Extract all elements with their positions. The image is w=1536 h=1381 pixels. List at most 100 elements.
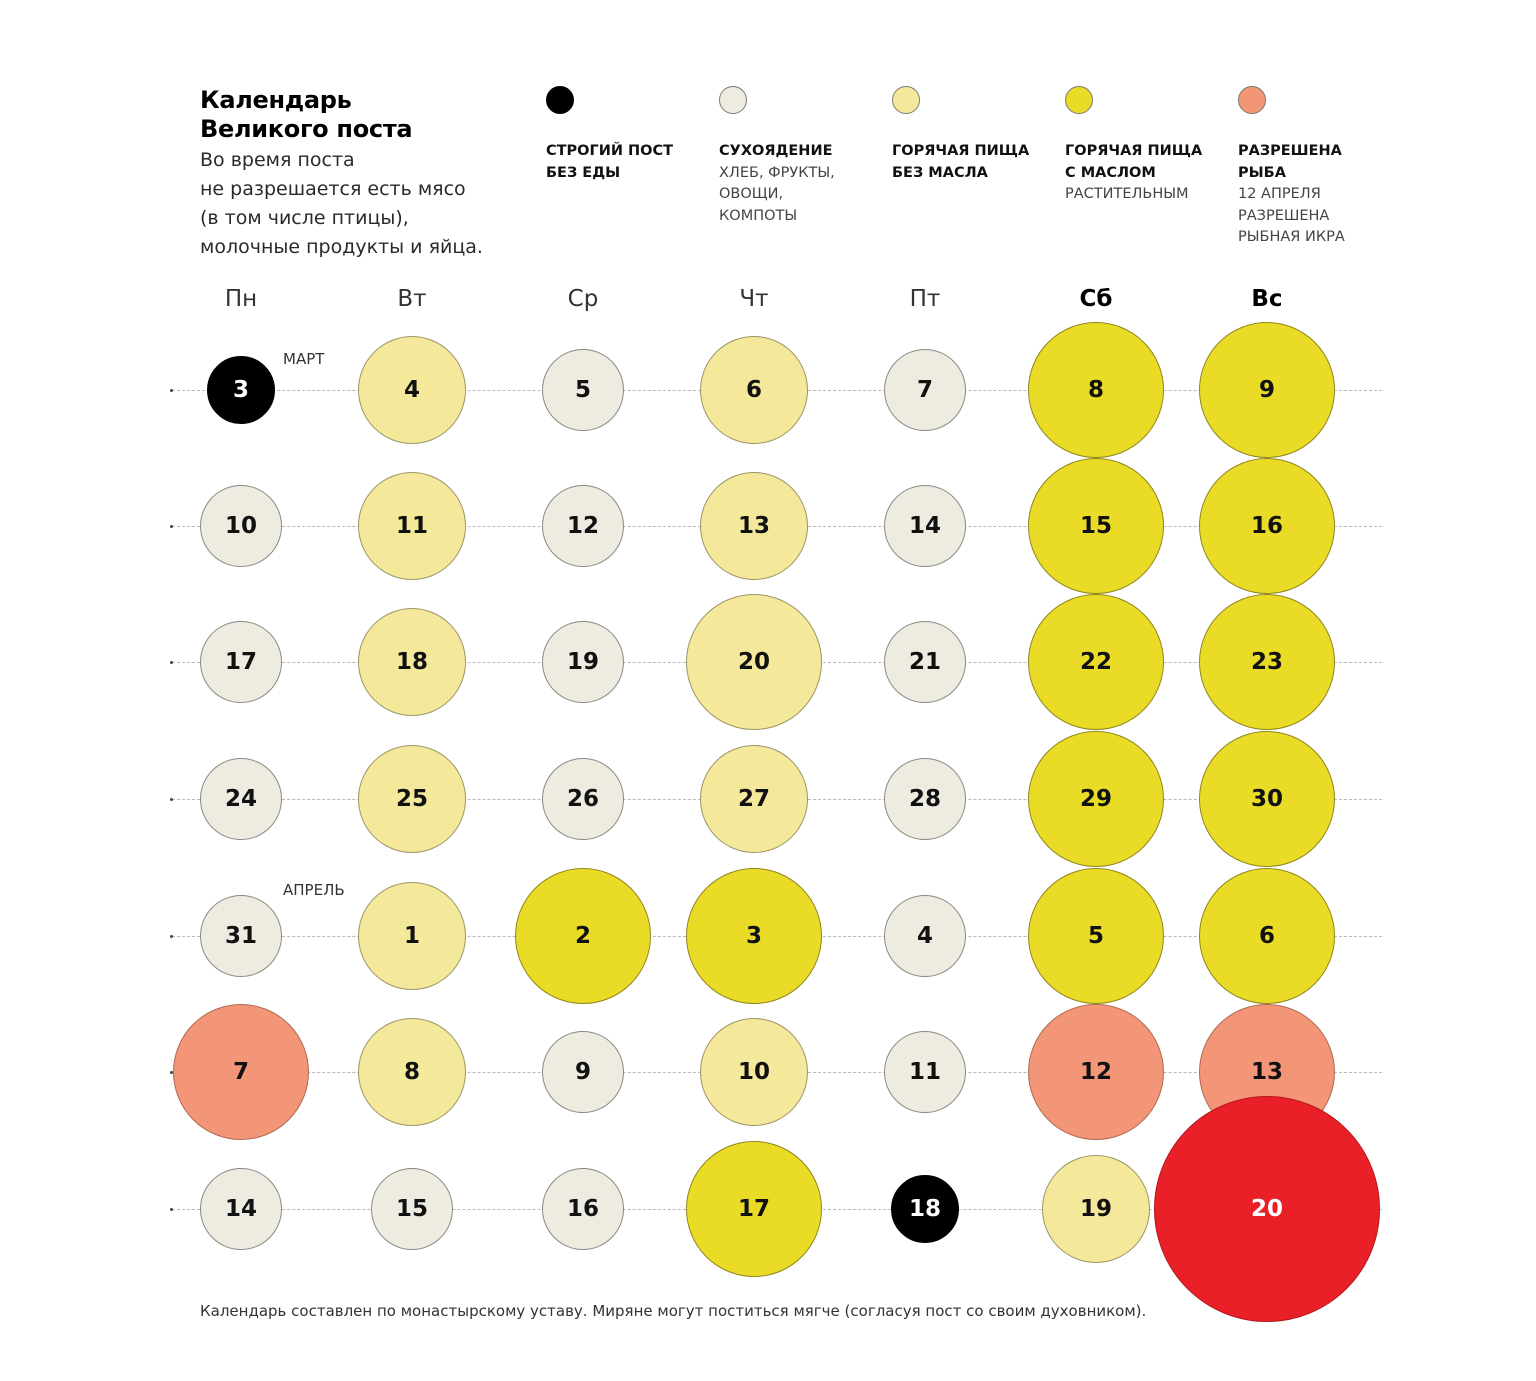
month-label-march: МАРТ — [283, 350, 325, 368]
day-circle-strict[interactable]: 18 — [891, 1175, 959, 1243]
legend-light-line: ОВОЩИ, — [719, 186, 784, 202]
weekday-label: Ср — [567, 286, 599, 312]
day-circle-dry[interactable]: 31 — [200, 895, 282, 977]
day-circle-dry[interactable]: 16 — [542, 1168, 624, 1250]
legend-bold-line: БЕЗ ЕДЫ — [546, 164, 621, 181]
day-circle-dry[interactable]: 24 — [200, 758, 282, 840]
day-circle-oil[interactable]: 2 — [515, 868, 651, 1004]
day-circle-dry[interactable]: 5 — [542, 349, 624, 431]
day-circle-hot[interactable]: 13 — [700, 472, 808, 580]
day-number: 24 — [224, 786, 257, 812]
row-guide-dot — [170, 661, 173, 664]
subtitle-line: молочные продукты и яйца. — [200, 236, 483, 258]
day-number: 28 — [908, 786, 941, 812]
day-circle-dry[interactable]: 14 — [200, 1168, 282, 1250]
day-circle-hot[interactable]: 10 — [700, 1018, 808, 1126]
day-circle-hot[interactable]: 11 — [358, 472, 466, 580]
day-circle-hot[interactable]: 19 — [1042, 1155, 1150, 1263]
day-number: 30 — [1250, 786, 1283, 812]
day-circle-dry[interactable]: 14 — [884, 485, 966, 567]
day-circle-dry[interactable]: 9 — [542, 1031, 624, 1113]
day-circle-dry[interactable]: 28 — [884, 758, 966, 840]
legend-light-line: 12 АПРЕЛЯ — [1238, 186, 1321, 202]
month-label-april: АПРЕЛЬ — [283, 881, 345, 899]
day-number: 31 — [224, 923, 257, 949]
day-circle-dry[interactable]: 17 — [200, 621, 282, 703]
day-circle-oil[interactable]: 15 — [1028, 458, 1164, 594]
day-circle-oil[interactable]: 6 — [1199, 868, 1335, 1004]
day-number: 6 — [745, 377, 762, 403]
legend-bold-line: БЕЗ МАСЛА — [892, 164, 988, 181]
day-circle-oil[interactable]: 29 — [1028, 731, 1164, 867]
day-circle-oil[interactable]: 22 — [1028, 594, 1164, 730]
day-number: 23 — [1250, 649, 1283, 675]
day-circle-oil[interactable]: 17 — [686, 1141, 822, 1277]
day-circle-dry[interactable]: 11 — [884, 1031, 966, 1113]
day-number: 16 — [566, 1196, 599, 1222]
day-number: 5 — [574, 377, 591, 403]
day-circle-hot[interactable]: 6 — [700, 336, 808, 444]
day-circle-dry[interactable]: 10 — [200, 485, 282, 567]
day-circle-strict[interactable]: 3 — [207, 356, 275, 424]
day-number: 10 — [737, 1059, 770, 1085]
day-circle-oil[interactable]: 30 — [1199, 731, 1335, 867]
subtitle-line: не разрешается есть мясо — [200, 178, 466, 200]
row-guide-dot — [170, 389, 173, 392]
day-circle-hot[interactable]: 20 — [686, 594, 822, 730]
day-circle-dry[interactable]: 26 — [542, 758, 624, 840]
day-circle-hot[interactable]: 8 — [358, 1018, 466, 1126]
day-circle-oil[interactable]: 16 — [1199, 458, 1335, 594]
day-circle-hot[interactable]: 1 — [358, 882, 466, 990]
day-number: 20 — [737, 649, 770, 675]
row-guide-dot — [170, 1208, 173, 1211]
day-circle-hot[interactable]: 4 — [358, 336, 466, 444]
day-number: 12 — [1079, 1059, 1112, 1085]
day-circle-oil[interactable]: 5 — [1028, 868, 1164, 1004]
day-circle-oil[interactable]: 9 — [1199, 322, 1335, 458]
day-number: 13 — [737, 513, 770, 539]
day-circle-oil[interactable]: 23 — [1199, 594, 1335, 730]
day-circle-oil[interactable]: 3 — [686, 868, 822, 1004]
day-circle-dry[interactable]: 4 — [884, 895, 966, 977]
day-number: 15 — [395, 1196, 428, 1222]
day-number: 20 — [1250, 1196, 1283, 1222]
legend-text-hot: ГОРЯЧАЯ ПИЩА БЕЗ МАСЛА — [892, 141, 1029, 184]
legend-swatch-strict — [546, 86, 574, 114]
legend-light-line: КОМПОТЫ — [719, 207, 798, 224]
weekday-label: Вс — [1251, 286, 1283, 312]
footer-note: Календарь составлен по монастырскому уст… — [200, 1302, 1147, 1320]
day-circle-easter[interactable]: 20 — [1154, 1096, 1380, 1322]
day-circle-dry[interactable]: 7 — [884, 349, 966, 431]
day-number: 29 — [1079, 786, 1112, 812]
weekday-label: Пт — [909, 286, 941, 312]
legend-bold-line: СУХОЯДЕНИЕ — [719, 143, 833, 159]
day-circle-dry[interactable]: 19 — [542, 621, 624, 703]
day-number: 5 — [1087, 923, 1104, 949]
day-circle-fish[interactable]: 7 — [173, 1004, 309, 1140]
day-number: 9 — [574, 1059, 591, 1085]
day-number: 12 — [566, 513, 599, 539]
day-number: 11 — [395, 513, 428, 539]
day-number: 19 — [1079, 1196, 1112, 1222]
day-number: 7 — [232, 1059, 249, 1085]
legend-light-line: РЫБНАЯ ИКРА — [1238, 229, 1345, 245]
day-circle-dry[interactable]: 15 — [371, 1168, 453, 1250]
calendar-subtitle: Во время поста не разрешается есть мясо … — [200, 146, 483, 262]
day-circle-dry[interactable]: 12 — [542, 485, 624, 567]
day-circle-hot[interactable]: 18 — [358, 608, 466, 716]
day-number: 19 — [566, 649, 599, 675]
day-circle-oil[interactable]: 8 — [1028, 322, 1164, 458]
day-number: 26 — [566, 786, 599, 812]
legend-light-line: РАЗРЕШЕНА — [1238, 207, 1330, 224]
legend-text-oil: ГОРЯЧАЯ ПИЩА С МАСЛОМ РАСТИТЕЛЬНЫМ — [1065, 141, 1202, 206]
legend-swatch-fish — [1238, 86, 1266, 114]
day-circle-hot[interactable]: 25 — [358, 745, 466, 853]
day-number: 14 — [908, 513, 941, 539]
day-circle-dry[interactable]: 21 — [884, 621, 966, 703]
weekday-label: Пн — [224, 286, 258, 312]
title-line: Календарь — [200, 86, 352, 114]
calendar-title: Календарь Великого поста — [200, 86, 413, 144]
day-circle-fish[interactable]: 12 — [1028, 1004, 1164, 1140]
day-circle-hot[interactable]: 27 — [700, 745, 808, 853]
day-number: 11 — [908, 1059, 941, 1085]
